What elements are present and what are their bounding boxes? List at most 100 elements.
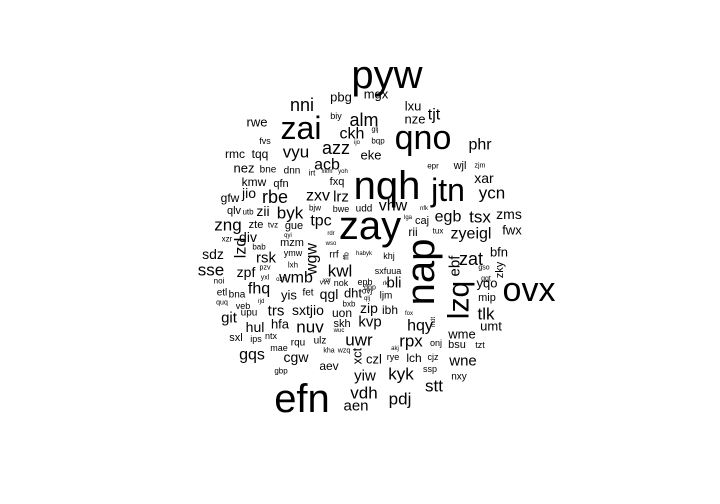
word-bne: bne [260, 165, 277, 176]
word-yxl: yxl [261, 275, 270, 282]
word-jio: jio [241, 185, 256, 201]
word-egb: egb [435, 209, 462, 226]
word-mip: mip [478, 292, 496, 304]
word-uwr: uwr [345, 331, 373, 350]
word-quq: quq [216, 300, 228, 307]
word-upu: upu [241, 308, 258, 319]
word-zai: zai [281, 110, 322, 146]
word-biy: biy [330, 111, 342, 121]
word-trs: trs [268, 303, 285, 320]
word-bqp: bqp [371, 137, 385, 146]
word-nqh: nqh [354, 164, 421, 208]
word-ffb: ffb [344, 252, 351, 260]
word-rki: rki [383, 281, 389, 287]
word-lxh: lxh [288, 261, 298, 270]
word-glj: glj [371, 127, 378, 134]
word-kmw: kmw [242, 175, 267, 189]
word-bna: bna [229, 290, 246, 301]
word-rsk: rsk [256, 250, 276, 267]
word-epb: epb [357, 277, 372, 287]
word-yis: yis [281, 288, 297, 303]
word-wjl: wjl [453, 160, 467, 172]
word-acb: acb [314, 157, 340, 174]
word-zat: zat [459, 249, 483, 269]
word-nap: nap [399, 239, 443, 306]
word-wuc: wuc [333, 328, 345, 334]
word-ycn: ycn [479, 184, 505, 203]
word-ssp: ssp [423, 364, 437, 374]
word-zte: zte [249, 219, 264, 231]
word-bsu: bsu [448, 339, 466, 351]
word-zky: zky [494, 261, 506, 278]
word-gfw: gfw [221, 191, 240, 205]
word-fet: fet [302, 288, 313, 299]
word-nze: nze [405, 112, 426, 127]
word-gqs: gqs [239, 347, 265, 364]
word-zjm: zjm [475, 163, 486, 170]
word-tlk: tlk [478, 305, 496, 324]
word-lga: lga [404, 215, 413, 221]
word-rrf: rrf [329, 250, 339, 261]
word-byk: byk [277, 204, 304, 223]
word-bjw: bjw [309, 204, 321, 213]
word-alm: alm [349, 110, 378, 130]
word-xkm: xkm [322, 169, 333, 175]
word-ntx: ntx [265, 331, 278, 341]
word-dpp: dpp [364, 285, 376, 292]
word-ovj: ovj [362, 287, 372, 296]
word-mdt: mdt [431, 317, 437, 327]
word-sxfuua: sxfuua [375, 266, 402, 276]
word-bwe: bwe [333, 204, 350, 214]
word-ckh: ckh [340, 126, 365, 143]
word-ips: ips [250, 334, 262, 344]
word-bab: bab [252, 243, 266, 252]
word-qlv: qlv [227, 205, 242, 217]
word-rii: rii [408, 225, 417, 239]
word-qno: qno [395, 119, 452, 157]
word-mgx: mgx [364, 87, 389, 102]
word-khj: khj [383, 251, 395, 261]
word-nfk: nfk [420, 206, 429, 212]
word-nuv: nuv [296, 318, 324, 337]
word-hfa: hfa [271, 317, 290, 332]
word-noi: noi [214, 277, 225, 286]
word-vdh: vdh [350, 384, 377, 403]
word-stt: stt [425, 377, 443, 396]
word-yiw: yiw [354, 368, 376, 385]
word-pbg: pbg [330, 90, 352, 105]
word-fwx: fwx [502, 223, 522, 238]
word-pzv: pzv [260, 265, 271, 272]
word-wzq: wzq [337, 348, 351, 355]
word-kha: kha [323, 348, 334, 355]
word-irt: irt [309, 169, 316, 178]
word-umt: umt [480, 319, 502, 334]
word-aen: aen [343, 398, 368, 415]
word-ovx: ovx [503, 271, 556, 309]
word-nez: nez [234, 161, 255, 176]
word-lzd: lzd [233, 238, 250, 258]
word-lch: lch [406, 351, 421, 365]
word-zxv: zxv [306, 188, 330, 205]
word-gue: gue [285, 220, 303, 232]
word-gso: gso [478, 265, 489, 272]
word-gbp: gbp [274, 367, 288, 376]
word-rmc: rmc [225, 147, 245, 161]
word-eke: eke [361, 148, 382, 163]
word-habyk: habyk [356, 251, 373, 257]
word-xar: xar [474, 170, 494, 186]
word-ljm: ljm [380, 291, 393, 302]
word-rjd: rjd [258, 299, 265, 305]
word-rpx: rpx [399, 332, 423, 351]
word-dnn: dnn [284, 166, 301, 177]
word-uon: uon [332, 306, 352, 320]
word-qgl: qgl [320, 286, 339, 302]
word-etl: etl [217, 288, 228, 299]
word-fxq: fxq [330, 176, 345, 188]
word-git: git [221, 310, 238, 327]
word-xor: xor [323, 278, 331, 284]
word-tjt: tjt [428, 107, 441, 124]
word-vyu: vyu [283, 143, 309, 162]
word-sxtjio: sxtjio [292, 302, 324, 318]
word-zay: zay [339, 204, 401, 248]
